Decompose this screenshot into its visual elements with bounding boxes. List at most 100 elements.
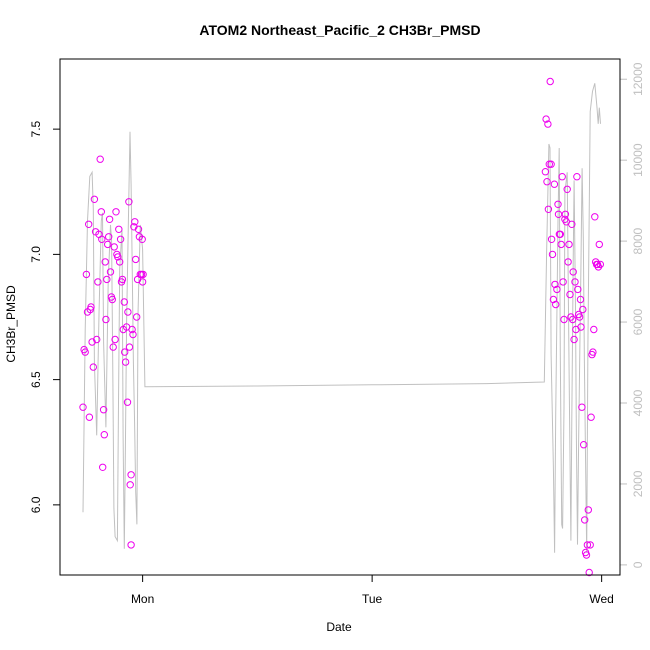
data-point-112: [579, 305, 587, 314]
data-point-109: [576, 295, 585, 304]
data-point-95: [564, 258, 572, 266]
x-tick-label-1: Tue: [362, 592, 383, 606]
data-point-97: [566, 290, 574, 299]
data-point-50: [125, 343, 134, 351]
data-point-41: [118, 275, 127, 284]
series-line-1: [82, 83, 601, 553]
data-point-17: [97, 208, 106, 216]
data-point-11: [90, 195, 99, 204]
x-tick-label-2: Wed: [589, 592, 613, 606]
data-point-125: [591, 213, 599, 221]
data-point-80: [551, 280, 559, 289]
data-point-19: [99, 463, 107, 471]
data-point-124: [590, 325, 598, 334]
data-point-90: [560, 315, 568, 324]
data-point-123: [589, 348, 597, 356]
plot-layer: Mon Tue Wed 6.0 6.5 7.0 7.5 0 2000 4000 6000 8000 10…: [29, 62, 645, 606]
data-point-116: [582, 551, 591, 559]
data-point-118: [584, 506, 592, 514]
data-point-26: [105, 233, 113, 241]
data-point-102: [570, 335, 578, 344]
data-point-79: [550, 180, 559, 188]
data-point-86: [556, 230, 564, 239]
data-point-51: [126, 481, 134, 489]
data-point-119: [585, 568, 593, 577]
y-tick-label-0: 6.0: [29, 496, 43, 513]
data-point-108: [575, 313, 584, 321]
data-point-64: [138, 278, 147, 286]
data-point-31: [109, 343, 117, 351]
data-point-75: [547, 160, 555, 168]
x-axis-label: Date: [326, 620, 352, 634]
data-point-117: [583, 541, 592, 549]
data-point-39: [116, 235, 125, 244]
y2-tick-label-0: 0: [631, 561, 645, 568]
data-point-120: [586, 541, 594, 549]
data-point-131: [596, 260, 604, 269]
data-point-8: [87, 303, 95, 311]
data-point-23: [102, 315, 110, 324]
data-point-71: [544, 120, 552, 128]
data-point-72: [544, 205, 553, 214]
data-point-83: [554, 200, 562, 209]
data-point-25: [104, 240, 112, 249]
data-point-30: [108, 295, 117, 304]
y2-tick-label-1: 2000: [631, 470, 645, 497]
data-point-32: [110, 243, 118, 251]
data-point-69: [542, 115, 550, 123]
data-point-2: [81, 348, 89, 356]
data-point-87: [557, 240, 565, 249]
data-point-6: [85, 413, 94, 421]
data-point-96: [565, 240, 573, 249]
data-point-18: [98, 235, 106, 244]
data-point-22: [101, 258, 109, 266]
data-point-20: [99, 406, 108, 414]
data-point-33: [111, 335, 119, 344]
data-point-0: [79, 403, 87, 411]
data-point-106: [574, 285, 582, 294]
data-point-81: [552, 300, 560, 309]
data-point-67: [127, 541, 135, 549]
data-point-74: [546, 77, 554, 86]
data-point-49: [125, 198, 133, 206]
y2-tick-label-2: 4000: [631, 389, 645, 416]
data-point-10: [89, 363, 98, 371]
data-point-103: [571, 278, 579, 286]
chart-title: ATOM2 Northeast_Pacific_2 CH3Br_PMSD: [199, 22, 480, 38]
data-point-84: [554, 210, 563, 219]
data-point-37: [115, 225, 123, 234]
data-point-92: [561, 210, 570, 219]
data-point-48: [124, 308, 132, 316]
data-point-27: [105, 215, 114, 224]
data-point-28: [106, 268, 115, 276]
y2-tick-label-3: 6000: [631, 308, 645, 335]
data-point-45: [121, 358, 130, 366]
data-point-100: [569, 315, 577, 324]
data-point-113: [580, 441, 588, 449]
data-point-76: [547, 235, 556, 244]
y2-tick-label-5: 10000: [631, 143, 645, 177]
data-point-68: [541, 168, 550, 176]
data-point-5: [85, 220, 93, 229]
data-point-70: [543, 178, 551, 186]
data-point-94: [563, 185, 571, 194]
data-point-101: [569, 268, 577, 276]
data-point-66: [139, 270, 147, 279]
data-point-65: [138, 235, 146, 244]
data-point-82: [553, 285, 561, 294]
data-point-24: [103, 275, 111, 284]
data-point-54: [129, 330, 137, 339]
y-tick-label-3: 7.5: [29, 120, 43, 137]
data-point-57: [132, 255, 140, 264]
y2-tick-label-6: 12000: [631, 62, 645, 96]
data-point-114: [581, 516, 589, 524]
plot-frame: [59, 58, 621, 576]
y-tick-label-2: 7.0: [29, 246, 43, 263]
data-point-13: [93, 335, 101, 344]
data-point-77: [548, 250, 557, 259]
data-point-88: [558, 173, 566, 181]
data-point-121: [587, 413, 595, 421]
data-point-47: [123, 398, 132, 406]
